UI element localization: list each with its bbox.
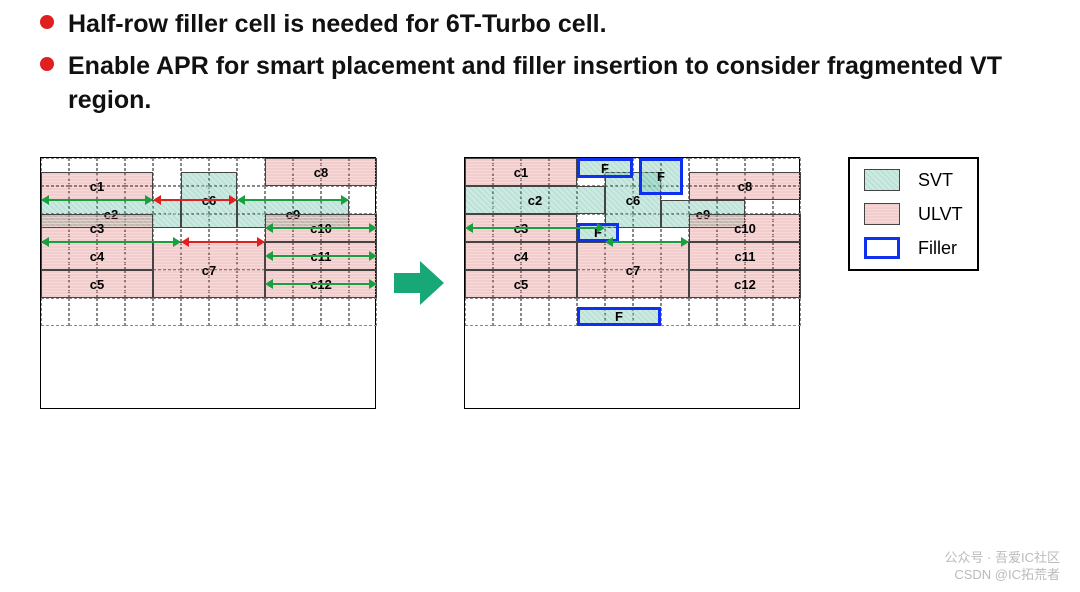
grid-guide-cell — [493, 298, 521, 326]
placement-cell-c11: c11 — [689, 242, 801, 270]
legend-item-svt: SVT — [864, 169, 963, 191]
legend-swatch-ulvt — [864, 203, 900, 225]
filler-cell: F — [639, 158, 684, 194]
placement-grid-after: c1c2c3c4c5c6c7c8c9c10c11c12FFFF — [464, 157, 800, 409]
placement-cell-c4: c4 — [465, 242, 577, 270]
grid-guide-cell — [521, 298, 549, 326]
grid-guide-cell — [125, 298, 153, 326]
grid-guide-cell — [773, 298, 801, 326]
bullet-text: Enable APR for smart placement and fille… — [68, 50, 1040, 118]
legend-item-ulvt: ULVT — [864, 203, 963, 225]
placement-cell-c1: c1 — [465, 158, 577, 186]
bullet-list: Half-row filler cell is needed for 6T-Tu… — [40, 8, 1040, 117]
grid-guide-cell — [717, 298, 745, 326]
legend-swatch-filler — [864, 237, 900, 259]
grid-guide-cell — [69, 298, 97, 326]
grid-guide-cell — [349, 186, 377, 214]
placement-grid-before: c1c2c3c4c5c6c7c8c9c10c11c12 — [40, 157, 376, 409]
watermark-line: CSDN @IC拓荒者 — [944, 567, 1060, 584]
grid-guide-cell — [661, 298, 689, 326]
placement-cell-c7: c7 — [577, 242, 689, 298]
placement-cell-c12: c12 — [689, 270, 801, 298]
bullet-item: Enable APR for smart placement and fille… — [40, 50, 1040, 118]
placement-cell-c7: c7 — [153, 242, 265, 298]
legend-swatch-svt — [864, 169, 900, 191]
placement-cell-c8: c8 — [265, 158, 377, 186]
bullet-dot — [40, 15, 54, 29]
placement-cell-c3: c3 — [41, 214, 153, 242]
placement-cell-c10: c10 — [689, 214, 801, 242]
grid-guide-cell — [237, 298, 265, 326]
grid-guide-cell — [349, 298, 377, 326]
grid-guide-cell — [293, 298, 321, 326]
grid-guide-cell — [237, 158, 265, 186]
filler-cell: F — [577, 158, 633, 178]
grid-guide-cell — [465, 298, 493, 326]
watermark-line: 公众号 · 吾爱IC社区 — [944, 550, 1060, 567]
grid-guide-cell — [181, 298, 209, 326]
placement-cell-c8: c8 — [689, 172, 801, 200]
legend-label: SVT — [918, 170, 953, 191]
bullet-dot — [40, 57, 54, 71]
legend-label: Filler — [918, 238, 957, 259]
grid-guide-cell — [153, 298, 181, 326]
placement-cell-c5: c5 — [41, 270, 153, 298]
filler-cell: F — [577, 307, 661, 327]
grid-guide-cell — [265, 298, 293, 326]
legend-item-filler: Filler — [864, 237, 963, 259]
grid-guide-cell — [689, 298, 717, 326]
placement-cell-c1: c1 — [41, 172, 153, 200]
watermark: 公众号 · 吾爱IC社区 CSDN @IC拓荒者 — [944, 550, 1060, 584]
bullet-item: Half-row filler cell is needed for 6T-Tu… — [40, 8, 1040, 42]
grid-guide-cell — [41, 298, 69, 326]
placement-cell-c5: c5 — [465, 270, 577, 298]
placement-cell-c4: c4 — [41, 242, 153, 270]
transition-arrow-icon — [394, 257, 446, 309]
figure-row: c1c2c3c4c5c6c7c8c9c10c11c12 c1c2c3c4c5c6… — [40, 157, 1040, 409]
placement-cell-c2: c2 — [465, 186, 605, 214]
grid-guide-cell — [153, 158, 181, 186]
grid-guide-cell — [209, 298, 237, 326]
legend-label: ULVT — [918, 204, 963, 225]
grid-guide-cell — [745, 298, 773, 326]
legend: SVT ULVT Filler — [848, 157, 979, 271]
grid-guide-cell — [321, 298, 349, 326]
grid-guide-cell — [549, 298, 577, 326]
bullet-text: Half-row filler cell is needed for 6T-Tu… — [68, 8, 607, 42]
grid-guide-cell — [97, 298, 125, 326]
